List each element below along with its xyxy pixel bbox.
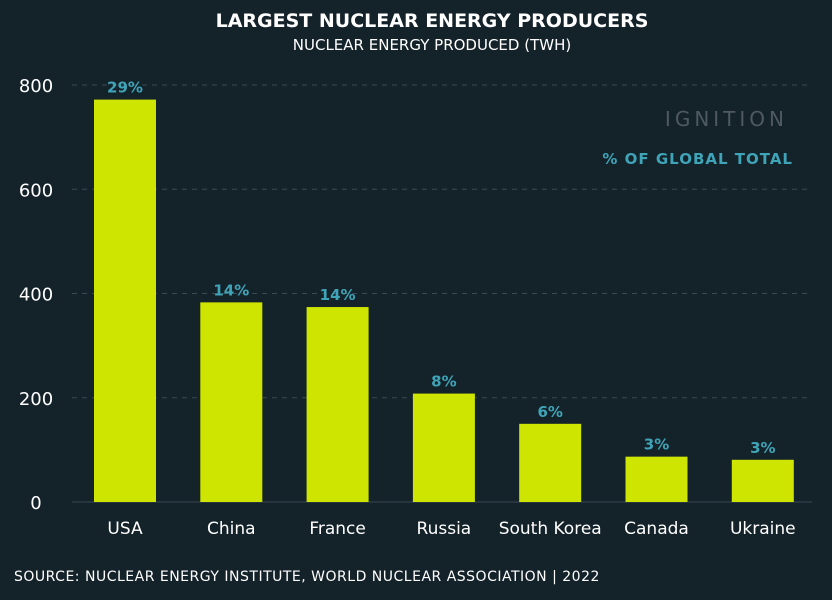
bar xyxy=(200,302,263,502)
x-tick-label: Ukraine xyxy=(730,519,796,539)
data-label: 14% xyxy=(320,286,356,304)
y-tick-label: 800 xyxy=(19,76,53,97)
source-note: SOURCE: NUCLEAR ENERGY INSTITUTE, WORLD … xyxy=(14,569,600,585)
brand-watermark: IGNITION xyxy=(665,107,788,131)
data-label: 14% xyxy=(213,281,249,299)
bar xyxy=(625,456,688,502)
data-label: 6% xyxy=(537,403,562,421)
data-label: 29% xyxy=(107,79,143,97)
x-tick-label: Canada xyxy=(624,519,689,539)
data-label: 3% xyxy=(644,436,669,454)
x-tick-label: South Korea xyxy=(499,519,602,539)
chart-subtitle: NUCLEAR ENERGY PRODUCED (TWH) xyxy=(293,36,571,54)
legend-note: % OF GLOBAL TOTAL xyxy=(602,150,793,168)
x-tick-label: China xyxy=(207,519,256,539)
x-tick-label: USA xyxy=(107,519,143,539)
x-tick-label: Russia xyxy=(417,519,472,539)
data-label: 8% xyxy=(431,373,456,391)
bars xyxy=(94,99,794,502)
x-tick-label: France xyxy=(309,519,366,539)
bar xyxy=(731,459,794,502)
y-tick-label: 0 xyxy=(30,493,41,514)
chart-title: LARGEST NUCLEAR ENERGY PRODUCERS xyxy=(216,10,649,32)
y-tick-label: 600 xyxy=(19,180,53,201)
y-axis-ticks: 0 200 400 600 800 xyxy=(19,76,53,514)
x-axis-ticks: USA China France Russia South Korea Canada Ukr… xyxy=(107,519,795,539)
y-tick-label: 200 xyxy=(19,389,53,410)
y-tick-label: 400 xyxy=(19,285,53,306)
bar xyxy=(94,99,156,502)
bar xyxy=(412,393,475,502)
data-label: 3% xyxy=(750,439,775,457)
bar xyxy=(519,423,582,502)
bar xyxy=(306,307,369,502)
data-labels: 29% 14% 14% 8% 6% 3% 3% xyxy=(107,79,775,457)
